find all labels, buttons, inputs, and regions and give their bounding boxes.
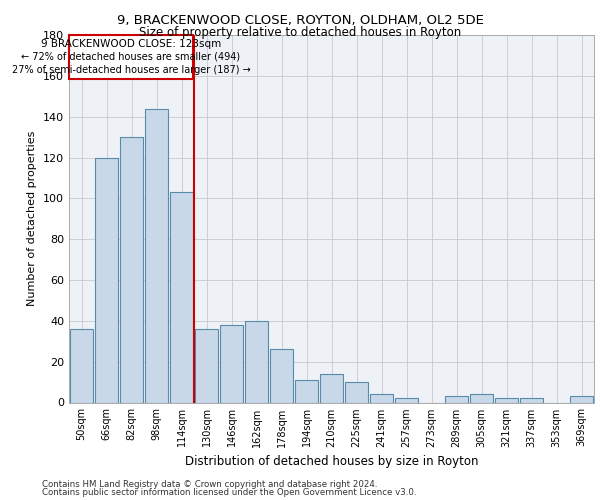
Bar <box>70 329 93 402</box>
Text: Contains public sector information licensed under the Open Government Licence v3: Contains public sector information licen… <box>42 488 416 497</box>
Text: Contains HM Land Registry data © Crown copyright and database right 2024.: Contains HM Land Registry data © Crown c… <box>42 480 377 489</box>
Text: 9, BRACKENWOOD CLOSE, ROYTON, OLDHAM, OL2 5DE: 9, BRACKENWOOD CLOSE, ROYTON, OLDHAM, OL… <box>116 14 484 27</box>
Text: ← 72% of detached houses are smaller (494): ← 72% of detached houses are smaller (49… <box>22 52 241 62</box>
Bar <box>370 394 393 402</box>
Bar <box>120 137 143 402</box>
Bar <box>395 398 418 402</box>
Bar <box>320 374 343 402</box>
Bar <box>495 398 518 402</box>
Bar <box>295 380 318 402</box>
Bar <box>520 398 543 402</box>
Bar <box>69 35 193 79</box>
Bar <box>220 325 243 402</box>
Bar <box>195 329 218 402</box>
Text: 9 BRACKENWOOD CLOSE: 123sqm: 9 BRACKENWOOD CLOSE: 123sqm <box>41 39 221 49</box>
Bar <box>570 396 593 402</box>
Bar <box>470 394 493 402</box>
Bar <box>170 192 193 402</box>
Bar <box>95 158 118 402</box>
Bar <box>245 321 268 402</box>
X-axis label: Distribution of detached houses by size in Royton: Distribution of detached houses by size … <box>185 455 478 468</box>
Bar <box>270 350 293 403</box>
Text: Size of property relative to detached houses in Royton: Size of property relative to detached ho… <box>139 26 461 39</box>
Text: 27% of semi-detached houses are larger (187) →: 27% of semi-detached houses are larger (… <box>11 65 250 75</box>
Bar <box>145 108 168 403</box>
Bar <box>445 396 468 402</box>
Bar <box>345 382 368 402</box>
Y-axis label: Number of detached properties: Number of detached properties <box>28 131 37 306</box>
